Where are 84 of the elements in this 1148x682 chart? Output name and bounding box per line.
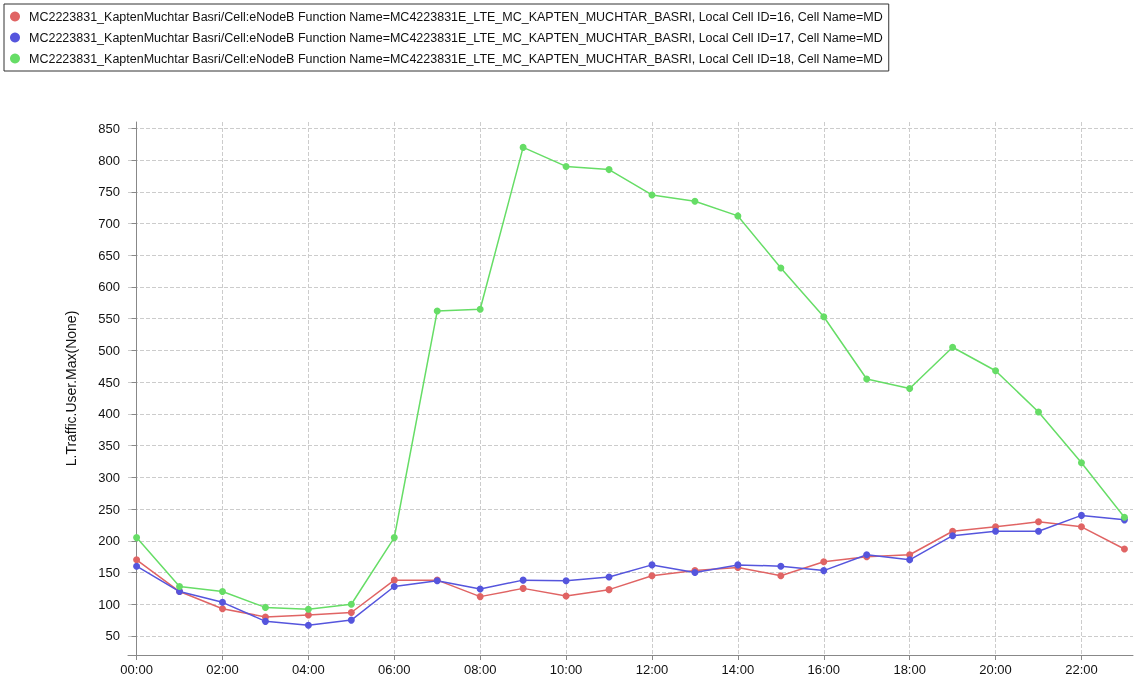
y-tick-label: 600 xyxy=(98,279,120,295)
point xyxy=(691,197,699,205)
x-tick-label: 10:00 xyxy=(549,662,583,677)
x-tick-label: 18:00 xyxy=(893,662,926,677)
point xyxy=(304,621,312,629)
point xyxy=(605,166,613,174)
point xyxy=(304,611,312,619)
point xyxy=(347,616,355,624)
point xyxy=(176,582,184,590)
point xyxy=(304,605,312,613)
y-tick-label: 50 xyxy=(105,628,120,644)
point xyxy=(261,603,269,611)
point xyxy=(347,608,355,616)
point xyxy=(777,264,785,272)
y-tick-label: 650 xyxy=(98,247,120,263)
y-tick-label: 500 xyxy=(98,342,120,358)
x-tick-label: 04:00 xyxy=(292,662,325,677)
y-axis-title: L.Traffic.User.Max(None) xyxy=(63,310,79,467)
point xyxy=(1077,459,1085,467)
point xyxy=(519,584,527,592)
point xyxy=(476,593,484,601)
point xyxy=(820,567,828,575)
y-tick-label: 550 xyxy=(98,311,120,327)
point xyxy=(1077,523,1085,531)
point xyxy=(433,307,441,315)
point xyxy=(562,577,570,585)
y-tick-label: 250 xyxy=(98,501,120,517)
point xyxy=(1077,511,1085,519)
y-tick-label: 200 xyxy=(98,533,120,549)
y-tick-label: 100 xyxy=(98,596,120,612)
point xyxy=(820,558,828,566)
x-tick-label: 02:00 xyxy=(206,662,239,677)
point xyxy=(218,605,226,613)
point xyxy=(519,143,527,151)
point xyxy=(218,588,226,596)
point xyxy=(648,572,656,580)
point xyxy=(261,617,269,625)
point xyxy=(992,527,1000,535)
point xyxy=(777,562,785,570)
legend-label: MC2223831_KaptenMuchtar Basri/Cell:eNodeB Function Name=MC4223831E_LTE_MC_KAPTEN_MUCHTAR_BASRI, Local Cell ID=16, Cell Name=MD xyxy=(29,9,883,24)
point xyxy=(1120,545,1128,553)
y-tick-label: 700 xyxy=(98,216,120,232)
point xyxy=(218,598,226,606)
point xyxy=(390,576,398,584)
legend-label: MC2223831_KaptenMuchtar Basri/Cell:eNodeB Function Name=MC4223831E_LTE_MC_KAPTEN_MUCHTAR_BASRI, Local Cell ID=18, Cell Name=MD xyxy=(29,51,883,66)
y-tick-label: 750 xyxy=(98,184,120,200)
x-tick-label: 22:00 xyxy=(1065,662,1098,677)
y-tick-label: 800 xyxy=(98,152,120,168)
point xyxy=(949,532,957,540)
y-tick-label: 150 xyxy=(98,565,120,581)
point xyxy=(347,600,355,608)
point xyxy=(1035,408,1043,416)
x-tick-label: 20:00 xyxy=(979,662,1012,677)
y-tick-label: 350 xyxy=(98,438,120,454)
x-tick-label: 12:00 xyxy=(635,662,669,677)
point xyxy=(605,586,613,594)
point xyxy=(519,576,527,584)
point xyxy=(1035,518,1043,526)
point xyxy=(820,313,828,321)
y-tick-label: 850 xyxy=(98,120,120,136)
point xyxy=(390,534,398,542)
point xyxy=(133,562,141,570)
point xyxy=(1035,527,1043,535)
y-tick-label: 450 xyxy=(98,374,120,390)
x-tick-label: 16:00 xyxy=(807,662,841,677)
point xyxy=(562,162,570,170)
point xyxy=(949,343,957,351)
x-tick-label: 06:00 xyxy=(378,662,411,677)
point xyxy=(906,556,914,564)
point xyxy=(133,556,141,564)
point xyxy=(390,582,398,590)
point xyxy=(992,367,1000,375)
point xyxy=(734,212,742,220)
y-tick-label: 300 xyxy=(98,469,120,485)
legend-label: MC2223831_KaptenMuchtar Basri/Cell:eNodeB Function Name=MC4223831E_LTE_MC_KAPTEN_MUCHTAR_BASRI, Local Cell ID=17, Cell Name=MD xyxy=(29,30,883,45)
point xyxy=(863,375,871,383)
point xyxy=(476,305,484,313)
point xyxy=(133,534,141,542)
x-tick-label: 08:00 xyxy=(463,662,497,677)
y-tick-label: 400 xyxy=(98,406,120,422)
point xyxy=(777,572,785,580)
x-tick-label: 00:00 xyxy=(120,662,153,677)
x-tick-label: 14:00 xyxy=(721,662,755,677)
point xyxy=(906,385,914,392)
